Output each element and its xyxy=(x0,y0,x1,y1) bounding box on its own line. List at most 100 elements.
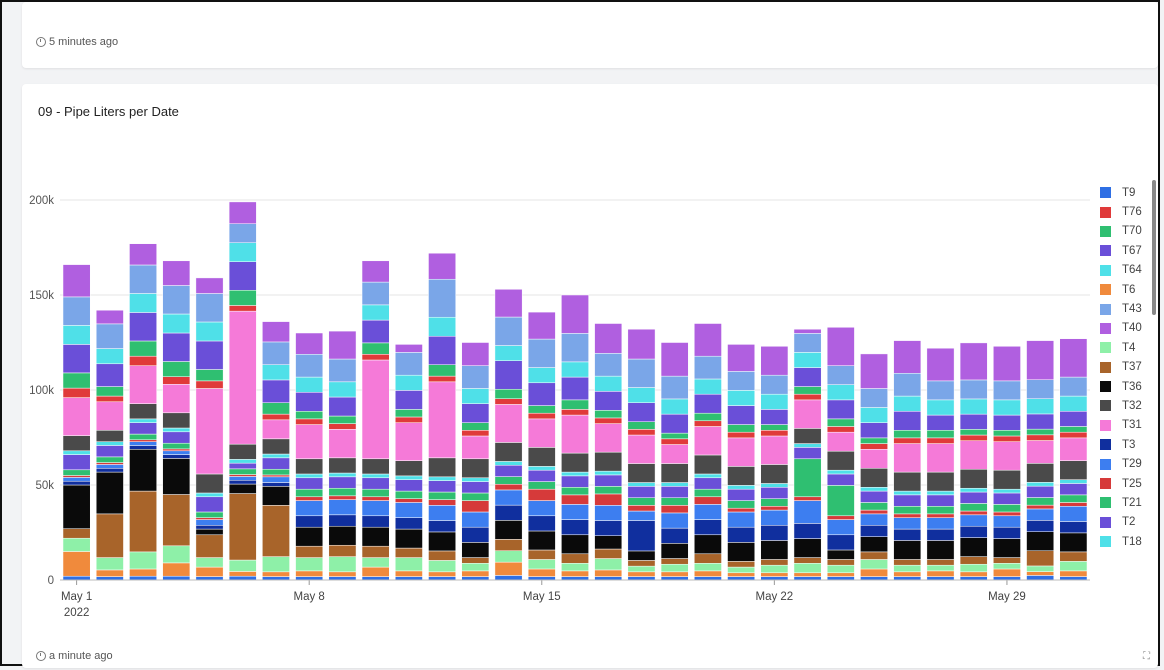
bar-segment-t25 xyxy=(494,483,523,491)
bar-segment-t37 xyxy=(527,549,556,560)
bar-segment-t2 xyxy=(95,445,124,458)
legend-item[interactable]: T40 xyxy=(1100,319,1150,338)
bar-segment-t31 xyxy=(660,444,689,464)
bar-segment-t3 xyxy=(694,519,722,536)
bar-segment-t9 xyxy=(826,576,855,581)
bar-segment-t36 xyxy=(793,538,822,558)
bar-segment-t3 xyxy=(361,515,390,528)
legend-item[interactable]: T64 xyxy=(1100,261,1150,280)
bar-segment-t6 xyxy=(660,571,689,577)
bar-segment-t76 xyxy=(1059,431,1088,439)
legend-item[interactable]: T3 xyxy=(1100,435,1150,454)
x-tick-label: May 8 xyxy=(294,591,325,603)
expand-icon[interactable]: ⛶ xyxy=(1143,651,1150,662)
legend-item[interactable]: T43 xyxy=(1100,299,1150,318)
bar-segment-t76 xyxy=(195,380,224,389)
bar-segment-t9 xyxy=(129,575,157,581)
bar-segment-t21 xyxy=(1059,494,1088,503)
bar-segment-t31 xyxy=(760,435,789,465)
legend-item[interactable]: T9 xyxy=(1100,183,1150,202)
bar-segment-t21 xyxy=(129,433,157,441)
bar-segment-t32 xyxy=(494,442,523,462)
bar-segment-t70 xyxy=(228,290,257,306)
bar-segment-t67 xyxy=(262,379,290,403)
bar-segment-t36 xyxy=(660,543,689,559)
legend-item[interactable]: T21 xyxy=(1100,493,1150,512)
legend-item[interactable]: T18 xyxy=(1100,532,1150,551)
bar-segment-t18 xyxy=(627,482,656,487)
bar-segment-t25 xyxy=(860,509,888,515)
bar-segment-t4 xyxy=(594,558,623,571)
bar-segment-t70 xyxy=(893,430,922,439)
legend-item[interactable]: T70 xyxy=(1100,222,1150,241)
bar-segment-t43 xyxy=(694,355,722,380)
bar-segment-t18 xyxy=(1026,482,1055,487)
bar-segment-t9 xyxy=(926,576,955,581)
legend-item[interactable]: T67 xyxy=(1100,241,1150,260)
bar-segment-t37 xyxy=(893,559,922,566)
bar-segment-t3 xyxy=(428,520,456,533)
bar-segment-t25 xyxy=(1026,504,1055,510)
bar-segment-t2 xyxy=(893,494,922,507)
bar-segment-t40 xyxy=(394,344,423,353)
bar-segment-t9 xyxy=(561,576,589,581)
bar-segment-t64 xyxy=(893,395,922,412)
bar-segment-t29 xyxy=(461,511,490,528)
bar-segment-t3 xyxy=(461,526,490,543)
legend-item[interactable]: T29 xyxy=(1100,454,1150,473)
bar-segment-t40 xyxy=(195,277,224,294)
bar-segment-t43 xyxy=(826,365,855,385)
bar-segment-t18 xyxy=(926,490,955,496)
y-tick-label: 200k xyxy=(29,195,54,207)
bar-segment-t64 xyxy=(826,384,855,401)
legend-item[interactable]: T6 xyxy=(1100,280,1150,299)
legend-item[interactable]: T31 xyxy=(1100,416,1150,435)
bar-segment-t37 xyxy=(793,557,822,564)
legend-item[interactable]: T36 xyxy=(1100,377,1150,396)
bar-segment-t36 xyxy=(893,540,922,560)
bar-segment-t29 xyxy=(826,519,855,536)
legend-swatch xyxy=(1100,439,1111,451)
bar-segment-t25 xyxy=(793,496,822,501)
bar-segment-t2 xyxy=(328,476,357,489)
legend-item[interactable]: T4 xyxy=(1100,338,1150,357)
bar-segment-t32 xyxy=(860,468,888,488)
legend-swatch xyxy=(1100,245,1111,257)
bar-segment-t37 xyxy=(494,539,523,551)
legend-label: T2 xyxy=(1122,516,1136,529)
bar-segment-t43 xyxy=(760,374,789,395)
bar-segment-t25 xyxy=(394,498,423,503)
bar-segment-t37 xyxy=(129,490,157,553)
bar-segment-t32 xyxy=(993,469,1021,490)
bar-segment-t37 xyxy=(627,560,656,567)
bar-segment-t36 xyxy=(394,528,423,549)
clock-icon xyxy=(36,651,46,661)
bar-segment-t31 xyxy=(428,381,456,459)
bar-segment-t4 xyxy=(627,565,656,573)
bar-segment-t6 xyxy=(62,551,91,577)
bar-segment-t2 xyxy=(527,469,556,482)
bar-segment-t32 xyxy=(195,473,224,494)
legend-item[interactable]: T2 xyxy=(1100,513,1150,532)
bar-segment-t64 xyxy=(461,388,490,404)
bar-segment-t31 xyxy=(926,443,955,473)
legend-item[interactable]: T25 xyxy=(1100,474,1150,493)
legend-item[interactable]: T37 xyxy=(1100,358,1150,377)
bar-segment-t21 xyxy=(760,498,789,507)
legend-item[interactable]: T76 xyxy=(1100,202,1150,221)
legend-scrollbar[interactable] xyxy=(1152,180,1156,315)
legend-item[interactable]: T32 xyxy=(1100,396,1150,415)
bar-segment-t32 xyxy=(926,471,955,492)
bar-segment-t67 xyxy=(993,414,1021,431)
bar-segment-t31 xyxy=(361,359,390,460)
bar-segment-t18 xyxy=(461,477,490,482)
chart-card-updated-text: a minute ago xyxy=(49,650,113,662)
bar-segment-t40 xyxy=(461,342,490,366)
bar-segment-t36 xyxy=(228,483,257,494)
bar-segment-t18 xyxy=(660,482,689,487)
bar-segment-t6 xyxy=(826,572,855,577)
bar-segment-t31 xyxy=(162,384,191,414)
bar-segment-t70 xyxy=(860,437,888,444)
bar-segment-t25 xyxy=(328,495,357,500)
